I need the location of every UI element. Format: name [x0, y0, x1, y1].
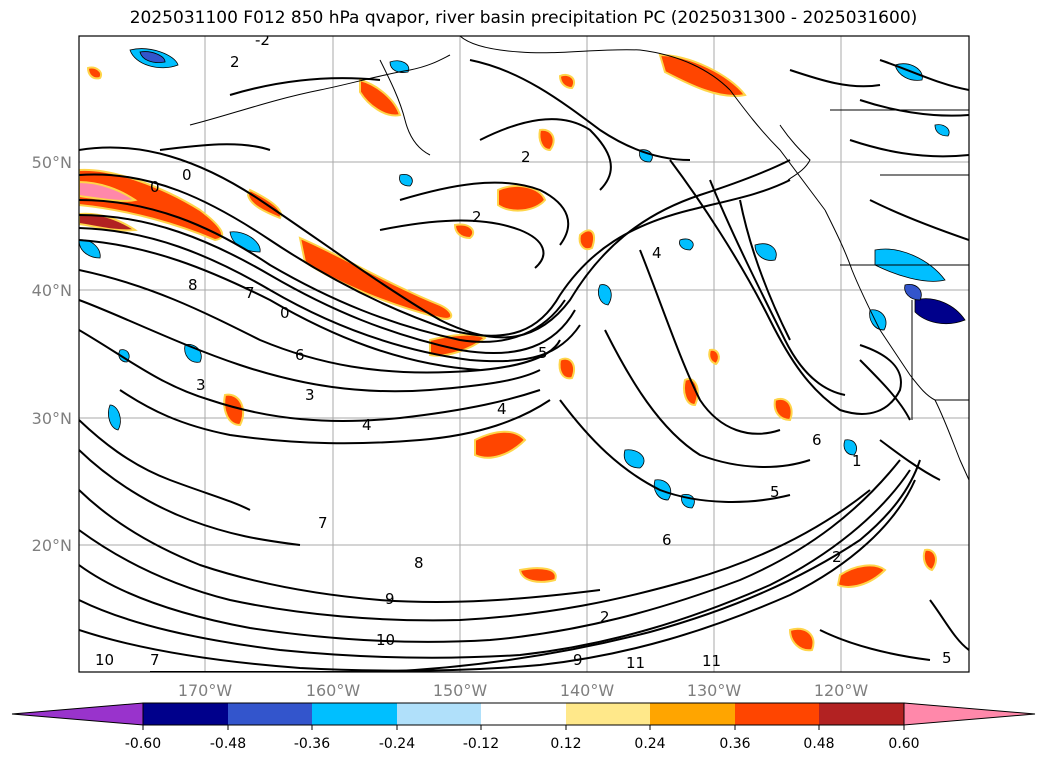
colorbar-segment	[735, 703, 819, 725]
colorbar-segment	[481, 703, 566, 725]
colorbar: -0.60 -0.48 -0.36 -0.24 -0.12 0.12 0.24 …	[11, 702, 1036, 752]
colorbar-tick-label: 0.60	[888, 736, 919, 752]
lon-label-140w: 140°W	[560, 681, 615, 700]
contour-label: 7	[318, 514, 328, 532]
contour-label: 6	[812, 431, 822, 449]
contour-label: 5	[942, 649, 952, 667]
contour-label: 5	[538, 344, 548, 362]
lon-label-160w: 160°W	[306, 681, 361, 700]
map-area	[79, 36, 969, 672]
contour-label: 6	[662, 531, 672, 549]
contour-label: 4	[652, 244, 662, 262]
lat-label-50n: 50°N	[32, 153, 72, 172]
contour-label: 6	[295, 346, 305, 364]
colorbar-segment	[228, 703, 312, 725]
colorbar-segment	[143, 703, 228, 725]
colorbar-segment	[819, 703, 904, 725]
colorbar-tick-label: -0.48	[210, 736, 246, 752]
contour-labels: 0 2 0 -2 2 4 8 7 6 5 4 3 2 1 0 5 4 3 2 6…	[95, 31, 952, 672]
contour-label: 0	[280, 304, 290, 322]
contour-label: 2	[600, 608, 610, 626]
colorbar-segment	[650, 703, 735, 725]
latitude-labels: 50°N 40°N 30°N 20°N	[32, 153, 72, 555]
contour-label: 11	[702, 652, 721, 670]
contour-label: -2	[255, 31, 270, 49]
lat-label-30n: 30°N	[32, 409, 72, 428]
contour-label: 2	[230, 53, 240, 71]
contour-label: 5	[770, 483, 780, 501]
contour-label: 3	[196, 376, 206, 394]
contour-label: 8	[188, 276, 198, 294]
map-border	[78, 35, 970, 673]
contour-label: 9	[385, 590, 395, 608]
qvapor-contours	[79, 59, 969, 672]
contour-label: 3	[305, 386, 315, 404]
colorbar-segment	[312, 703, 397, 725]
lon-label-120w: 120°W	[814, 681, 869, 700]
colorbar-tick-label: 0.24	[634, 736, 665, 752]
lat-label-40n: 40°N	[32, 281, 72, 300]
contour-label: 2	[521, 148, 531, 166]
contour-label: 4	[362, 416, 372, 434]
colorbar-extend-right	[903, 702, 1036, 726]
contour-label: 10	[376, 631, 395, 649]
contour-label: 4	[497, 400, 507, 418]
lon-label-150w: 150°W	[433, 681, 488, 700]
lon-label-170w: 170°W	[178, 681, 233, 700]
contour-label: 8	[414, 554, 424, 572]
colorbar-tick-label: -0.60	[125, 736, 161, 752]
contour-label: 7	[245, 284, 255, 302]
contour-label: 7	[150, 651, 160, 669]
lon-label-130w: 130°W	[687, 681, 742, 700]
contour-label: 2	[472, 208, 482, 226]
contour-label: 0	[150, 178, 160, 196]
colorbar-tick-label: -0.12	[463, 736, 499, 752]
contour-label: 1	[852, 452, 862, 470]
colorbar-tick-label: 0.48	[803, 736, 834, 752]
contour-label: 0	[182, 166, 192, 184]
colorbar-extend-left	[11, 702, 144, 726]
longitude-labels: 170°W 160°W 150°W 140°W 130°W 120°W	[178, 681, 869, 700]
contour-label: 2	[832, 548, 842, 566]
contour-label: 9	[573, 651, 583, 669]
colorbar-tick-label: -0.36	[294, 736, 330, 752]
plot-title: 2025031100 F012 850 hPa qvapor, river ba…	[129, 8, 918, 28]
colorbar-ticks	[142, 725, 905, 730]
colorbar-tick-label: 0.36	[719, 736, 750, 752]
lat-label-20n: 20°N	[32, 536, 72, 555]
contour-label: 11	[626, 654, 645, 672]
colorbar-border	[142, 702, 905, 726]
colorbar-tick-label: -0.24	[379, 736, 415, 752]
contour-label: 10	[95, 651, 114, 669]
colorbar-segment	[566, 703, 650, 725]
colorbar-tick-label: 0.12	[550, 736, 581, 752]
colorbar-segment	[397, 703, 481, 725]
